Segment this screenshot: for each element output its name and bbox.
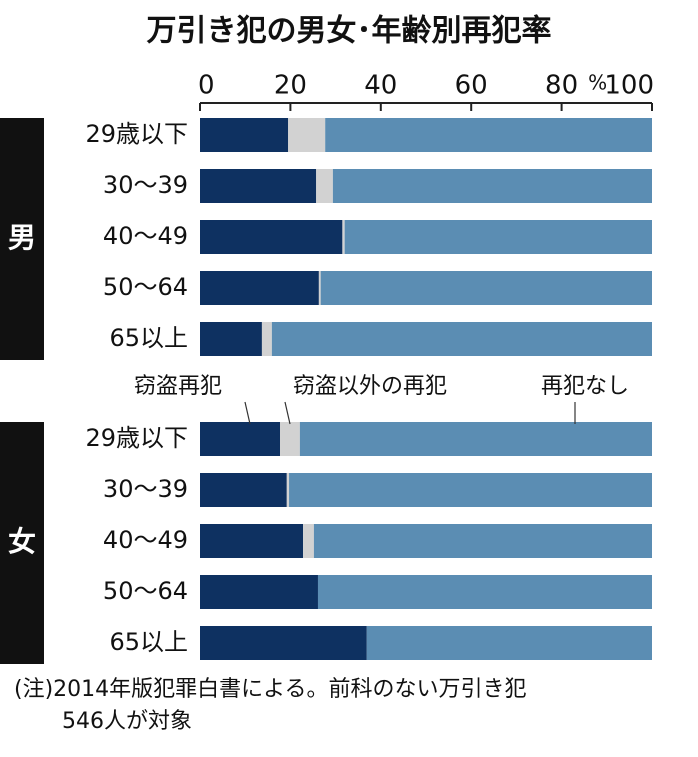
note: (注)2014年版犯罪白書による。前科のない万引き犯	[14, 677, 527, 702]
bar-segment	[317, 575, 652, 609]
bar-segment	[200, 271, 319, 305]
bar-segment	[271, 322, 652, 356]
x-tick-label: 0	[198, 71, 215, 101]
bar-segment	[286, 473, 290, 507]
y-tick-label: 40～49	[103, 222, 188, 250]
panel-label: 女	[8, 525, 36, 558]
bar-segment	[318, 271, 321, 305]
bar-segment	[280, 422, 300, 456]
bar-segment	[200, 322, 262, 356]
bar-segment	[325, 118, 652, 152]
y-tick-label: 29歳以下	[85, 424, 188, 452]
bar-segment	[316, 169, 333, 203]
y-tick-label: 50～64	[103, 273, 188, 301]
legend-pointer	[284, 401, 291, 425]
bar-segment	[303, 524, 314, 558]
bar-segment	[344, 220, 652, 254]
panel-label: 男	[8, 221, 36, 254]
bar-segment	[200, 626, 367, 660]
legend-label: 窃盗再犯	[134, 374, 222, 399]
panel-label-box	[0, 118, 44, 360]
bar-segment	[200, 524, 304, 558]
bar-segment	[200, 422, 281, 456]
bar-segment	[299, 422, 652, 456]
y-tick-label: 29歳以下	[85, 120, 188, 148]
bar-segment	[200, 473, 287, 507]
bar-segment	[332, 169, 652, 203]
y-tick-label: 40～49	[103, 526, 188, 554]
legend-label: 窃盗以外の再犯	[293, 374, 447, 399]
bar-segment	[313, 524, 652, 558]
x-unit: %	[588, 71, 607, 95]
bar-segment	[200, 575, 318, 609]
x-tick-label: 100	[604, 71, 654, 101]
bar-segment	[342, 220, 345, 254]
bar-segment	[320, 271, 652, 305]
bar-segment	[289, 473, 652, 507]
y-tick-label: 50～64	[103, 577, 188, 605]
x-tick-label: 20	[274, 71, 307, 101]
bar-segment	[288, 118, 326, 152]
y-tick-label: 30～39	[103, 171, 188, 199]
bar-segment	[200, 118, 289, 152]
x-tick-label: 60	[455, 71, 488, 101]
y-tick-label: 65以上	[109, 628, 188, 656]
bar-segment	[200, 220, 343, 254]
note: 546人が対象	[62, 709, 192, 734]
bar-segment	[261, 322, 272, 356]
x-tick-label: 80	[545, 71, 578, 101]
legend-pointer	[244, 401, 251, 425]
y-tick-label: 30～39	[103, 475, 188, 503]
bar-segment	[200, 169, 317, 203]
panel-label-box	[0, 422, 44, 664]
legend-label: 再犯なし	[541, 374, 629, 399]
bar-segment	[366, 626, 652, 660]
y-tick-label: 65以上	[109, 324, 188, 352]
x-tick-label: 40	[364, 71, 397, 101]
chart-title: 万引き犯の男女･年齢別再犯率	[147, 14, 552, 49]
